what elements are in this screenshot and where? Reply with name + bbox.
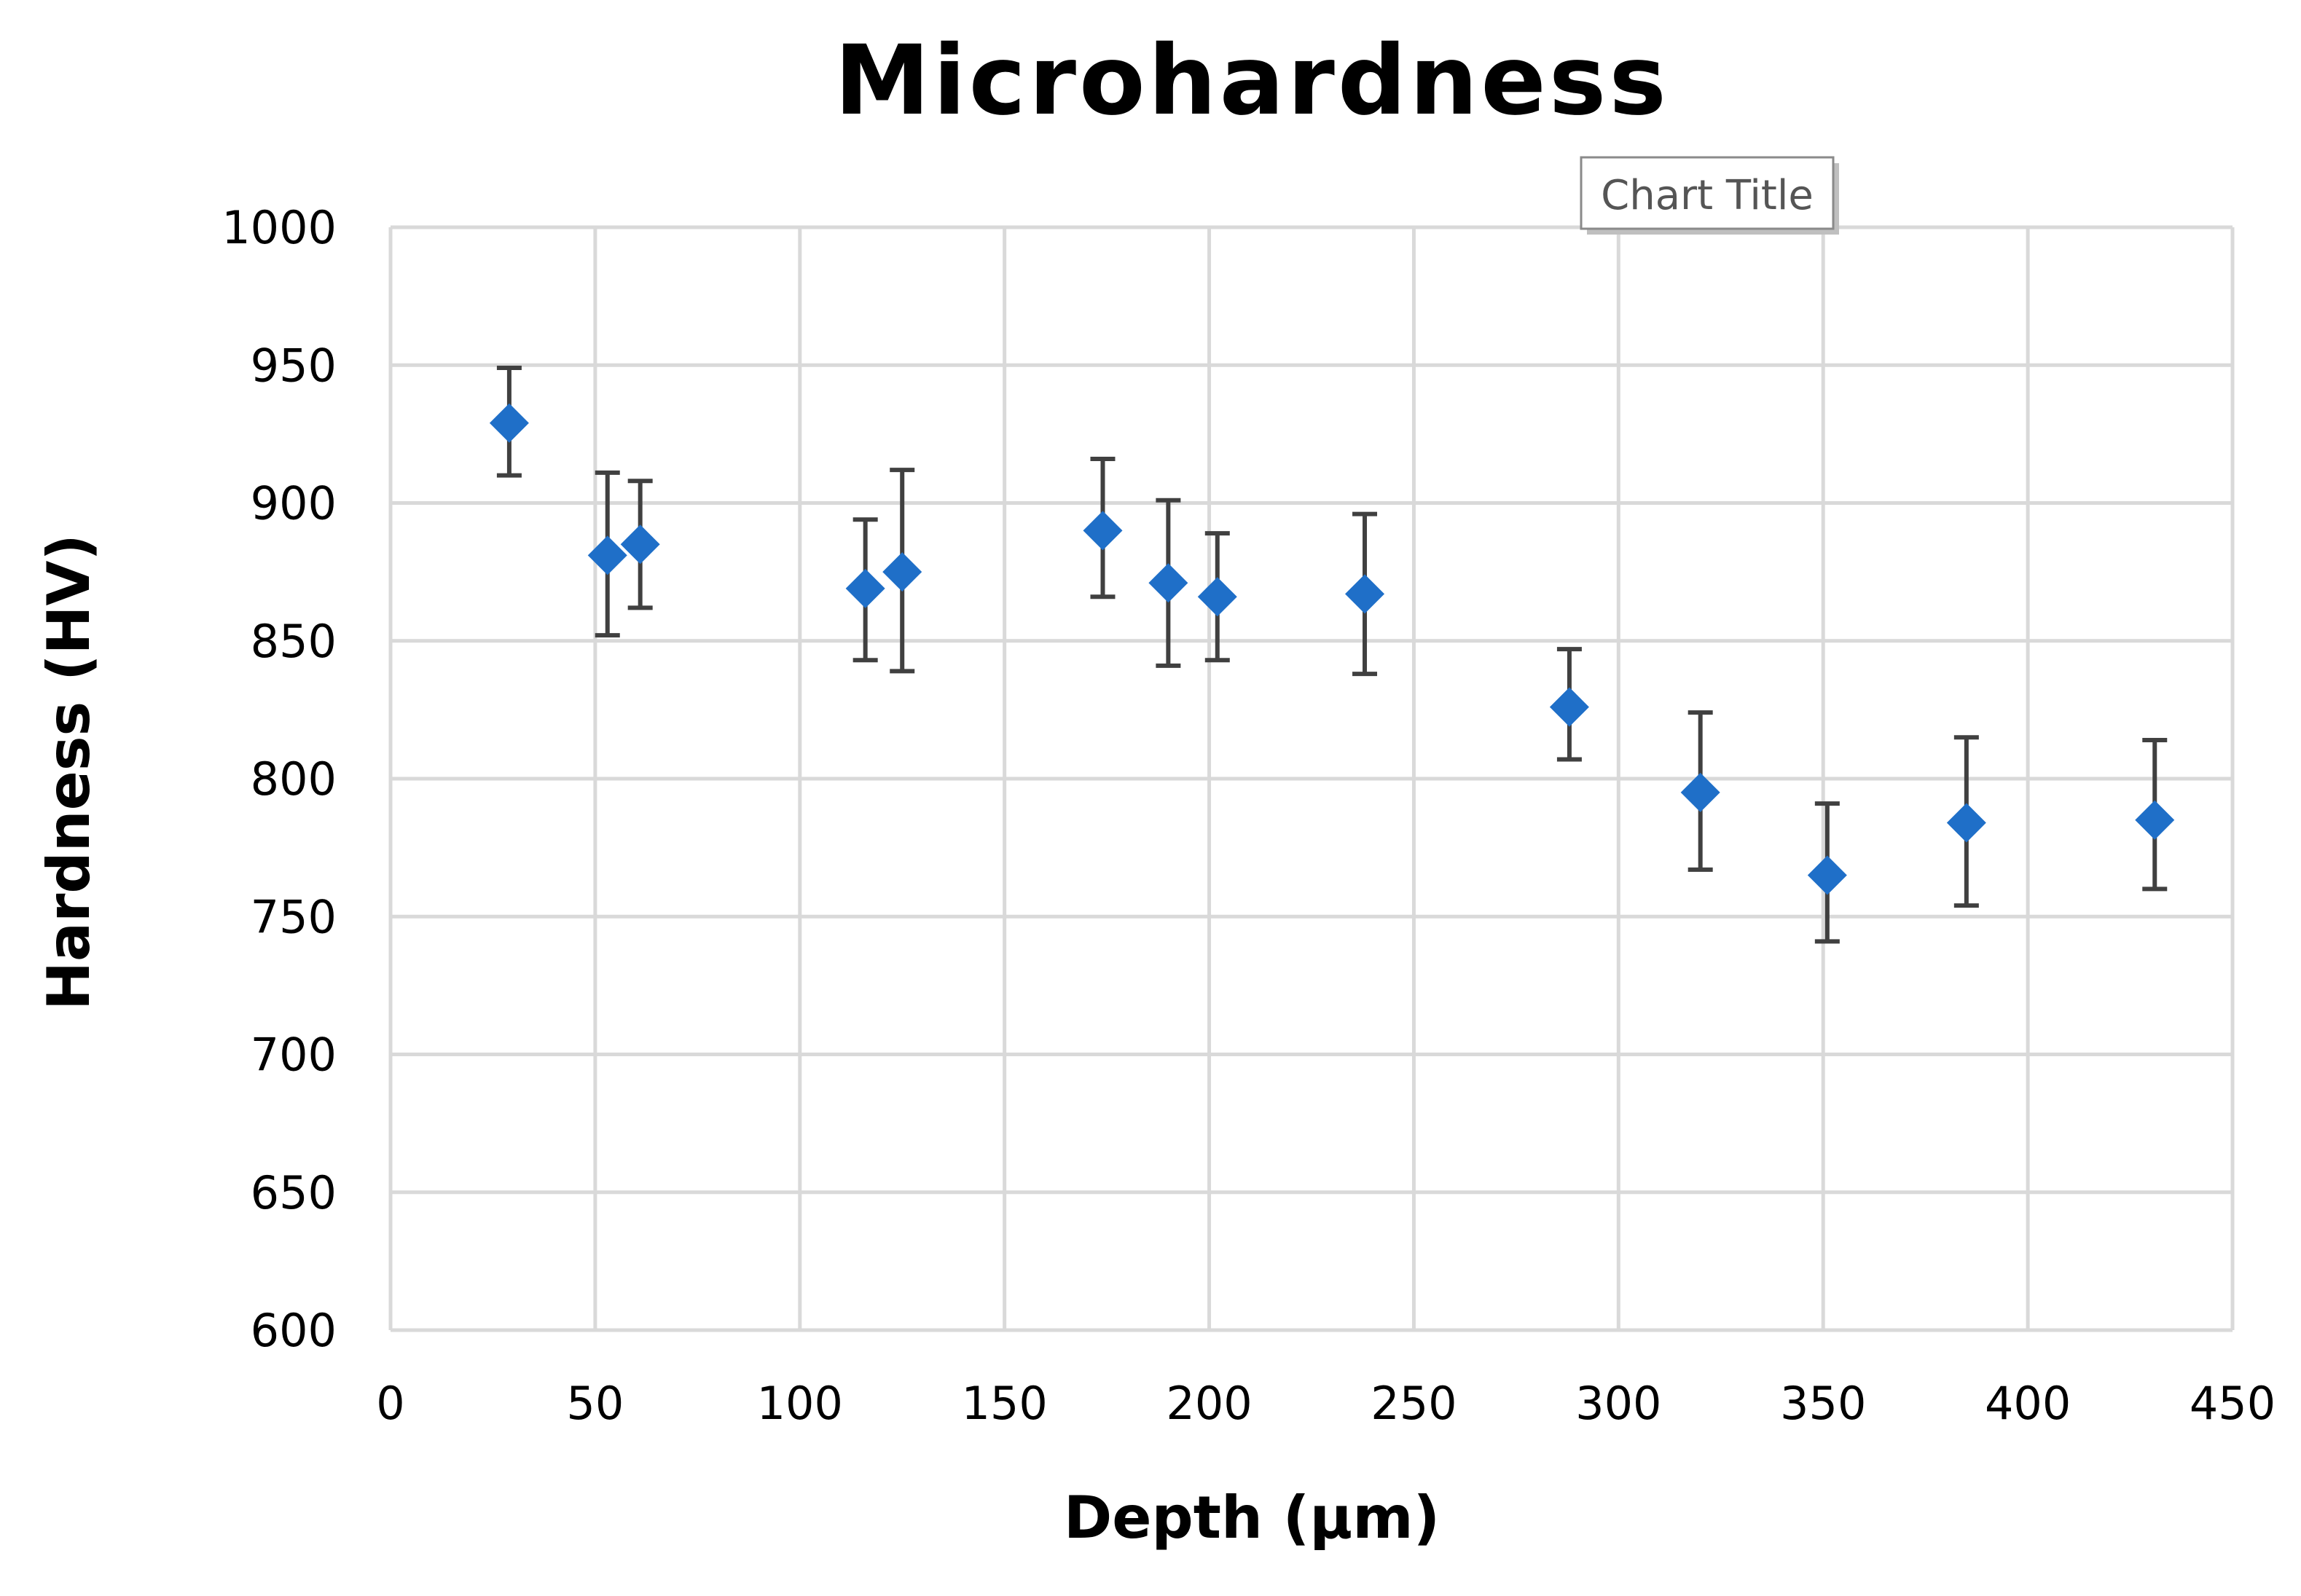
y-tick-label: 650	[251, 1166, 337, 1219]
x-tick-label: 350	[1780, 1377, 1866, 1430]
chart-title[interactable]: Microhardness	[834, 25, 1669, 137]
y-tick-label: 1000	[222, 201, 337, 254]
y-tick-label: 750	[251, 890, 337, 943]
y-tick-label: 850	[251, 615, 337, 668]
x-tick-label: 50	[566, 1377, 624, 1430]
data-point[interactable]	[1345, 574, 1385, 614]
y-tick-label: 900	[251, 477, 337, 530]
y-axis-title[interactable]: Hardness (HV)	[35, 534, 103, 1010]
data-point[interactable]	[845, 568, 885, 608]
data-point[interactable]	[1680, 772, 1720, 812]
data-point[interactable]	[620, 524, 660, 565]
x-tick-label: 250	[1371, 1377, 1457, 1430]
data-point[interactable]	[1083, 511, 1123, 551]
tooltip-label: Chart Title	[1601, 172, 1814, 219]
x-tick-label: 200	[1166, 1377, 1252, 1430]
x-tick-label: 100	[757, 1377, 843, 1430]
data-point[interactable]	[882, 552, 922, 592]
data-point[interactable]	[489, 403, 529, 443]
data-point[interactable]	[1549, 687, 1589, 727]
x-tick-label: 450	[2190, 1377, 2275, 1430]
error-bars	[496, 366, 2168, 944]
data-point[interactable]	[587, 535, 627, 575]
x-tick-label: 150	[961, 1377, 1047, 1430]
chart-title-tooltip: Chart Title	[1580, 156, 1839, 235]
y-tick-label: 600	[251, 1304, 337, 1357]
x-tick-label: 0	[376, 1377, 404, 1430]
data-points[interactable]	[489, 403, 2175, 895]
data-point[interactable]	[1946, 803, 1986, 843]
y-tick-label: 800	[251, 752, 337, 806]
gridlines	[388, 225, 2235, 1332]
data-point[interactable]	[1807, 855, 1847, 895]
x-tick-label: 300	[1575, 1377, 1661, 1430]
data-point[interactable]	[2135, 800, 2175, 840]
data-point[interactable]	[1148, 563, 1188, 603]
y-tick-label: 700	[251, 1029, 337, 1082]
data-point[interactable]	[1197, 577, 1237, 617]
x-tick-label: 400	[1985, 1377, 2071, 1430]
tick-labels: 0 50 100 150 200 250 300 350 400 450 600 650 700 750 8…	[222, 201, 2275, 1430]
tooltip-box	[1580, 156, 1835, 230]
x-axis-title[interactable]: Depth (µm)	[1064, 1484, 1440, 1552]
y-tick-label: 950	[251, 339, 337, 392]
